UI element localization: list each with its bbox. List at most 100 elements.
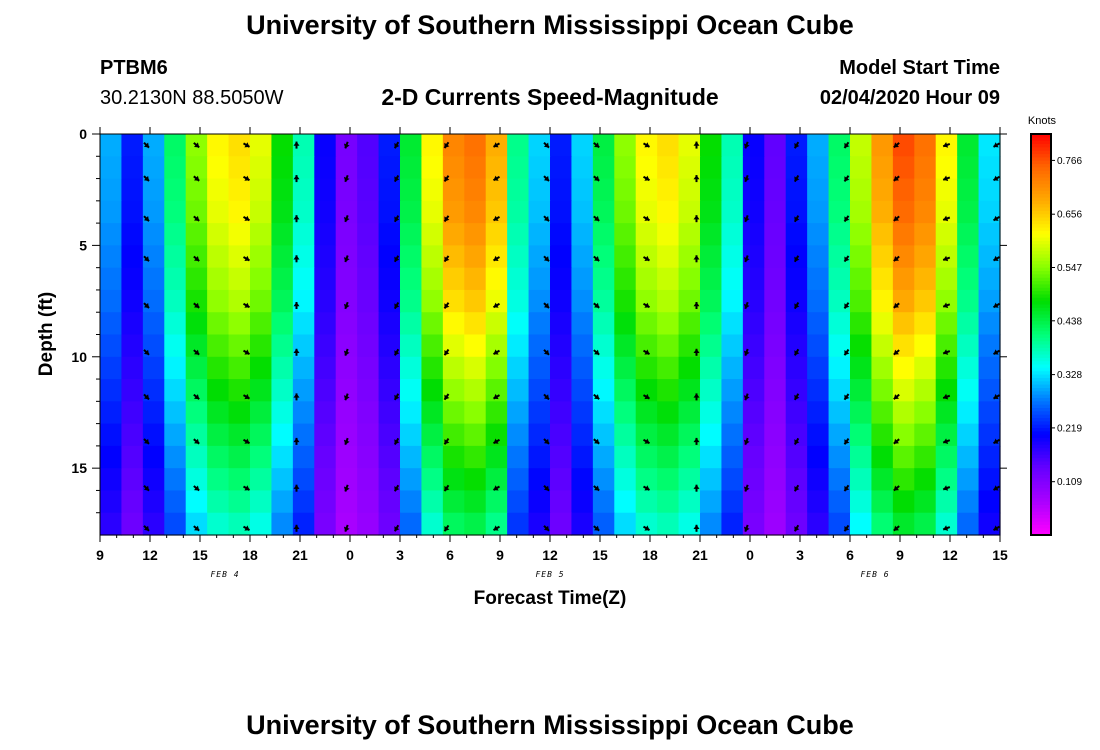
current-arrow-head bbox=[743, 143, 750, 149]
heatmap-cell bbox=[614, 267, 637, 291]
current-arrow-head bbox=[493, 255, 499, 261]
heatmap-cell bbox=[142, 490, 165, 514]
current-arrow-head bbox=[644, 142, 650, 148]
heatmap-cell bbox=[700, 223, 723, 246]
current-arrow bbox=[942, 485, 951, 491]
heatmap-cell bbox=[978, 134, 1001, 157]
current-arrow-head bbox=[993, 142, 999, 148]
heatmap-cell bbox=[207, 312, 230, 336]
heatmap-cell bbox=[785, 312, 808, 336]
heatmap-cell bbox=[250, 423, 273, 447]
heatmap-cell bbox=[250, 379, 273, 402]
colorbar-segment bbox=[1031, 301, 1051, 306]
current-arrow bbox=[543, 175, 550, 182]
heatmap-cell bbox=[164, 379, 187, 402]
current-arrow bbox=[443, 255, 450, 263]
current-arrow-head bbox=[693, 215, 700, 220]
heatmap-cell bbox=[185, 468, 208, 492]
heatmap-cell bbox=[271, 334, 294, 358]
current-arrow-head bbox=[444, 176, 450, 182]
heatmap-cell bbox=[614, 156, 637, 180]
current-arrow-head bbox=[343, 395, 350, 401]
heatmap-cell bbox=[807, 200, 830, 224]
current-arrow-head bbox=[943, 349, 949, 355]
colorbar-segment bbox=[1031, 314, 1051, 319]
heatmap-cell bbox=[764, 200, 787, 224]
heatmap-cell bbox=[592, 356, 615, 380]
heatmap-cell bbox=[250, 156, 273, 180]
heatmap-cell bbox=[100, 156, 123, 180]
heatmap-cell bbox=[228, 356, 251, 380]
y-tick-label: 15 bbox=[71, 460, 87, 476]
heatmap-cell bbox=[442, 423, 465, 447]
heatmap-cell bbox=[700, 468, 723, 492]
heatmap-cell bbox=[292, 289, 315, 313]
heatmap-cell bbox=[485, 289, 508, 313]
heatmap-cell bbox=[807, 289, 830, 313]
heatmap-cell bbox=[550, 178, 573, 202]
colorbar-segment bbox=[1031, 274, 1051, 279]
heatmap-cell bbox=[957, 267, 980, 291]
current-arrow bbox=[143, 438, 150, 445]
x-axis-label: Forecast Time(Z) bbox=[474, 588, 627, 609]
current-arrow-head bbox=[644, 215, 650, 221]
heatmap-cell bbox=[614, 445, 637, 469]
colorbar-segment bbox=[1031, 174, 1051, 179]
current-arrow bbox=[593, 175, 600, 182]
heatmap-cell bbox=[271, 445, 294, 469]
colorbar-segment bbox=[1031, 277, 1051, 282]
heatmap-cell bbox=[271, 468, 294, 492]
heatmap-cell bbox=[507, 200, 530, 224]
colorbar-segment bbox=[1031, 184, 1051, 189]
heatmap-cell bbox=[357, 334, 380, 358]
current-arrow-head bbox=[543, 256, 549, 262]
x-tick-label: 12 bbox=[142, 547, 158, 563]
footer-title: University of Southern Mississippi Ocean… bbox=[246, 710, 854, 740]
heatmap-cell bbox=[507, 334, 530, 358]
colorbar-segment bbox=[1031, 434, 1051, 439]
colorbar-segment bbox=[1031, 220, 1051, 225]
current-arrow-head bbox=[244, 438, 250, 444]
heatmap-cell bbox=[614, 512, 637, 536]
current-arrow bbox=[743, 437, 750, 446]
current-arrow-head bbox=[143, 394, 149, 400]
heatmap-cell bbox=[250, 289, 273, 313]
heatmap-cell bbox=[228, 134, 251, 157]
colorbar-segment bbox=[1031, 391, 1051, 396]
current-arrow bbox=[843, 524, 850, 532]
station-id: PTBM6 bbox=[100, 57, 168, 79]
current-arrow bbox=[443, 524, 450, 532]
heatmap-cell bbox=[785, 490, 808, 514]
current-arrow bbox=[443, 348, 450, 356]
heatmap-cell bbox=[400, 312, 423, 336]
heatmap-cell bbox=[871, 356, 894, 380]
heatmap-cell bbox=[700, 512, 723, 536]
heatmap-cell bbox=[314, 156, 337, 180]
current-arrow bbox=[843, 175, 850, 182]
heatmap-cell bbox=[657, 156, 680, 180]
colorbar-segment bbox=[1031, 511, 1051, 516]
heatmap-cell bbox=[635, 312, 658, 336]
current-arrow bbox=[393, 215, 400, 223]
heatmap-cell bbox=[935, 423, 958, 447]
current-arrow bbox=[743, 141, 750, 149]
current-arrow bbox=[942, 393, 951, 400]
heatmap-cell bbox=[828, 490, 851, 514]
heatmap-cell bbox=[378, 178, 401, 202]
heatmap-cell bbox=[485, 490, 508, 514]
heatmap-cell bbox=[357, 245, 380, 269]
heatmap-cell bbox=[742, 245, 765, 269]
current-arrow-head bbox=[693, 141, 700, 146]
current-arrow bbox=[343, 348, 350, 356]
current-arrow-head bbox=[993, 349, 999, 355]
current-arrow bbox=[443, 393, 450, 401]
heatmap-cell bbox=[400, 423, 423, 447]
heatmap-cell bbox=[250, 512, 273, 536]
heatmap-cell bbox=[850, 245, 873, 269]
heatmap-cell bbox=[121, 512, 144, 536]
colorbar-segment bbox=[1031, 207, 1051, 212]
colorbar-segment bbox=[1031, 137, 1051, 142]
heatmap-cell bbox=[292, 401, 315, 425]
heatmap-cell bbox=[100, 312, 123, 336]
current-arrow bbox=[193, 215, 200, 222]
